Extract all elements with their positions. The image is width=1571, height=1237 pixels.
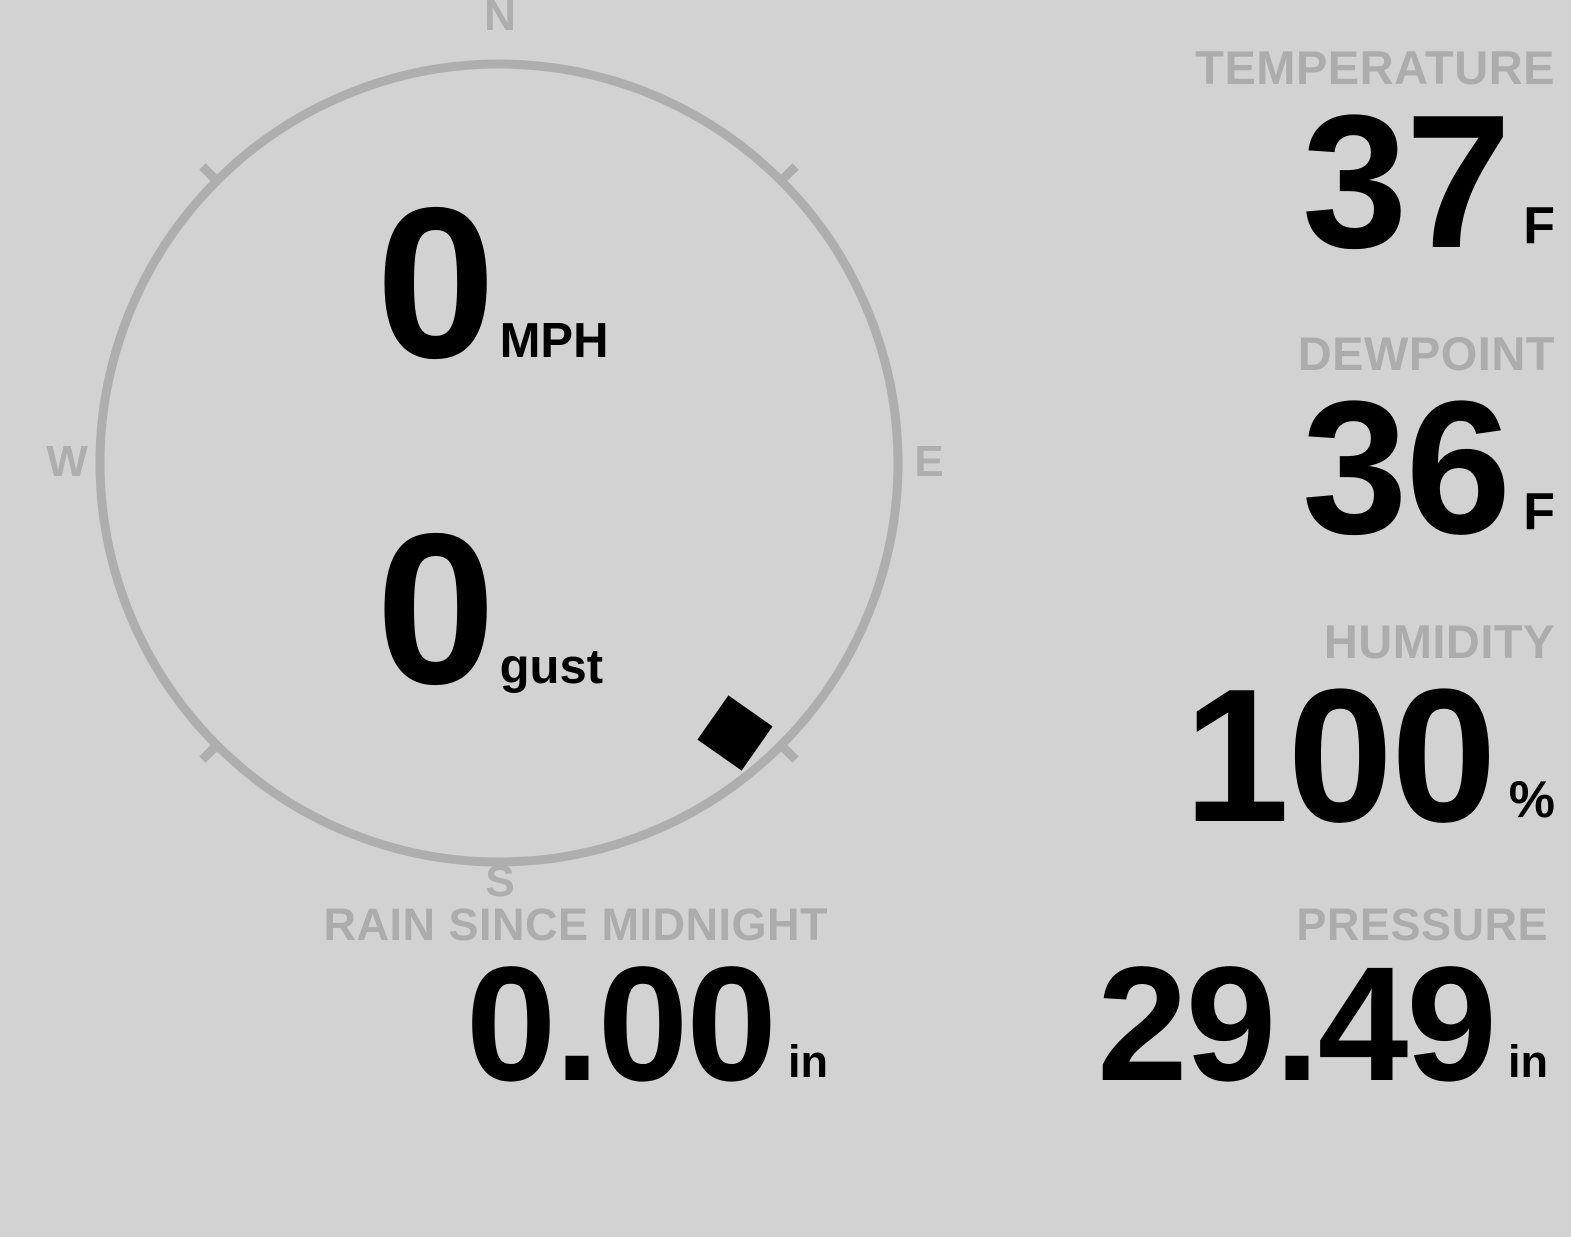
dewpoint-unit: F: [1523, 483, 1555, 541]
humidity-unit: %: [1508, 771, 1555, 829]
pressure-unit: in: [1508, 1036, 1548, 1087]
temperature-panel: TEMPERATURE 37 F: [935, 41, 1555, 288]
pressure-panel: PRESSURE 29.49 in: [888, 899, 1548, 1115]
temperature-readout: 37 F: [935, 76, 1555, 288]
compass-label-west: W: [46, 437, 88, 486]
compass-ticks: [199, 163, 799, 763]
pressure-readout: 29.49 in: [888, 932, 1548, 1115]
rain-panel: RAIN SINCE MIDNIGHT 0.00 in: [248, 899, 829, 1115]
compass-dial: [95, 59, 903, 867]
wind-gust-value: 0: [376, 488, 496, 729]
dewpoint-label: DEWPOINT: [1297, 327, 1555, 380]
humidity-panel: HUMIDITY 100 %: [935, 615, 1555, 862]
temperature-unit: F: [1523, 197, 1555, 255]
wind-gust-readout: 0 gust: [376, 488, 604, 729]
dewpoint-panel: DEWPOINT 36 F: [935, 327, 1555, 574]
dewpoint-value: 36: [1301, 362, 1511, 574]
rain-label: RAIN SINCE MIDNIGHT: [323, 899, 828, 950]
humidity-value: 100: [1183, 650, 1497, 862]
pressure-label: PRESSURE: [1296, 899, 1548, 950]
wind-direction-marker: [697, 695, 773, 771]
rain-readout: 0.00 in: [248, 932, 828, 1115]
rain-unit: in: [788, 1036, 828, 1087]
humidity-readout: 100 %: [935, 650, 1555, 862]
compass-label-south: S: [485, 857, 515, 906]
pressure-value: 29.49: [1097, 932, 1497, 1115]
compass-label-north: N: [484, 0, 516, 40]
humidity-label: HUMIDITY: [1323, 615, 1555, 668]
wind-compass-panel: N E S W 0 MPH 0 gust: [0, 0, 1000, 910]
wind-speed-unit: MPH: [499, 314, 609, 368]
wind-speed-value: 0: [376, 162, 496, 403]
wind-speed-readout: 0 MPH: [376, 162, 609, 403]
compass-ring: [95, 59, 903, 867]
wind-gust-unit: gust: [499, 640, 604, 694]
compass-label-east: E: [914, 437, 944, 486]
dewpoint-readout: 36 F: [935, 362, 1555, 574]
rain-value: 0.00: [465, 932, 777, 1115]
temperature-label: TEMPERATURE: [1195, 41, 1555, 94]
temperature-value: 37: [1301, 76, 1511, 288]
